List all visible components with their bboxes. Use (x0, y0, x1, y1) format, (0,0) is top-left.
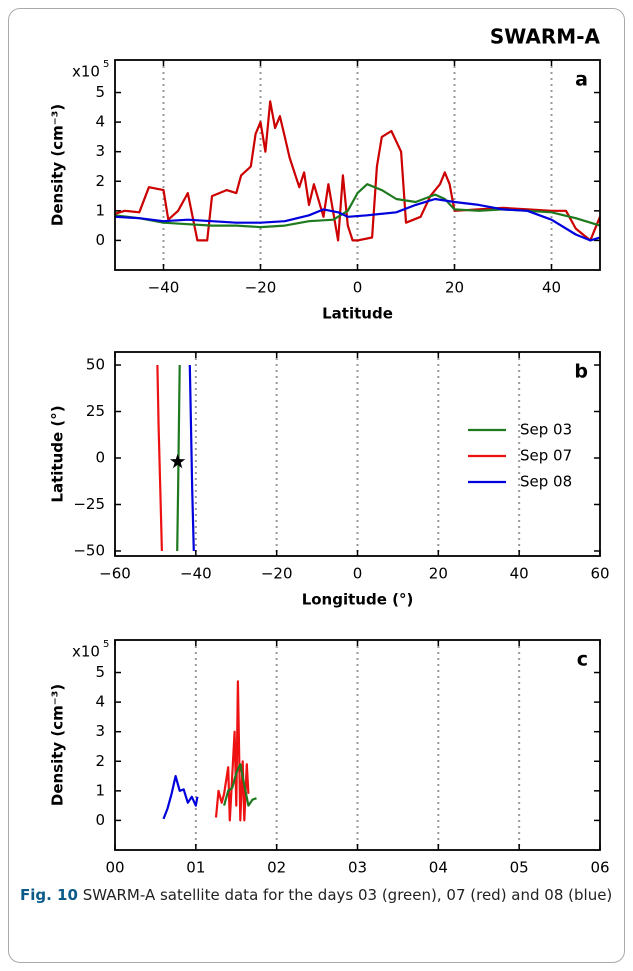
x-tick-label: 0 (353, 565, 363, 583)
plot-frame (114, 59, 601, 271)
x-axis-title: Latitude (322, 305, 393, 323)
y-tick-label: 5 (95, 663, 105, 681)
y-tick-label: 2 (95, 172, 105, 190)
y-tick-label: 3 (95, 722, 105, 740)
y-tick-label: 50 (86, 356, 105, 374)
caption-text: SWARM-A satellite data for the days 03 (… (82, 886, 613, 904)
star-marker (170, 453, 186, 469)
y-tick-label: 3 (95, 142, 105, 160)
y-tick-label: −25 (73, 495, 105, 513)
x-tick-label: 01 (186, 859, 205, 877)
x-tick-label: 00 (105, 859, 124, 877)
multiplier-exponent: 5 (103, 59, 109, 70)
caption-label: Fig. 10 (20, 886, 78, 904)
legend-label: Sep 08 (520, 473, 572, 491)
x-tick-label: 60 (590, 565, 609, 583)
y-tick-label: −50 (73, 541, 105, 559)
x-tick-label: 40 (542, 279, 561, 297)
data-line (114, 197, 601, 242)
panel-label: b (574, 361, 588, 383)
multiplier: x10 (72, 643, 100, 661)
data-line (156, 364, 163, 552)
x-tick-label: −20 (261, 565, 293, 583)
x-tick-label: 02 (267, 859, 286, 877)
x-tick-label: −40 (148, 279, 180, 297)
y-tick-label: 2 (95, 752, 105, 770)
y-tick-label: 0 (95, 811, 105, 829)
y-tick-label: 5 (95, 83, 105, 101)
panel-label: c (577, 649, 588, 671)
y-axis-title: Latitude (°) (49, 405, 67, 502)
caption: Fig. 10 SWARM-A satellite data for the d… (20, 882, 615, 908)
frame (8, 8, 625, 963)
figure: SWARM-A −40 −20 0 20 40012345LatitudeDensity… (49, 25, 610, 877)
x-tick-label: 06 (590, 859, 609, 877)
data-line (223, 763, 257, 807)
x-tick-label: −60 (99, 565, 131, 583)
x-tick-label: 04 (429, 859, 448, 877)
figure-title: SWARM-A (490, 25, 601, 49)
multiplier: x10 (72, 63, 100, 81)
y-axis-title: Density (cm⁻³) (49, 684, 67, 806)
x-tick-label: 40 (510, 565, 529, 583)
x-tick-label: −20 (245, 279, 277, 297)
panel-label: a (575, 69, 588, 91)
x-tick-label: 03 (348, 859, 367, 877)
multiplier-exponent: 5 (103, 639, 109, 650)
x-tick-label: −40 (180, 565, 212, 583)
data-line (114, 100, 602, 242)
x-tick-label: 20 (429, 565, 448, 583)
y-axis-title: Density (cm⁻³) (49, 104, 67, 226)
data-line (214, 680, 250, 822)
data-line (162, 775, 199, 820)
y-tick-label: 1 (95, 781, 105, 799)
x-tick-label: 20 (445, 279, 464, 297)
plot-frame (114, 639, 601, 851)
x-tick-label: 0 (353, 279, 363, 297)
y-tick-label: 1 (95, 201, 105, 219)
y-tick-label: 0 (95, 448, 105, 466)
x-tick-label: 05 (510, 859, 529, 877)
legend-label: Sep 03 (520, 421, 572, 439)
y-tick-label: 0 (95, 231, 105, 249)
legend-label: Sep 07 (520, 447, 572, 465)
data-line (188, 364, 195, 552)
y-tick-label: 4 (95, 693, 105, 711)
x-axis-title: Longitude (°) (302, 591, 414, 609)
plot-frame (114, 351, 601, 557)
y-tick-label: 4 (95, 113, 105, 131)
y-tick-label: 25 (86, 402, 105, 420)
